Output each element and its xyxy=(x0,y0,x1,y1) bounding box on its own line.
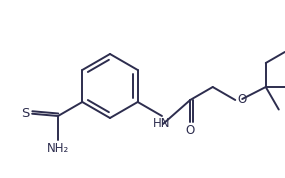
Text: HN: HN xyxy=(153,117,171,130)
Text: NH₂: NH₂ xyxy=(47,142,69,155)
Text: O: O xyxy=(237,93,247,106)
Text: O: O xyxy=(186,124,195,137)
Text: S: S xyxy=(21,107,29,120)
